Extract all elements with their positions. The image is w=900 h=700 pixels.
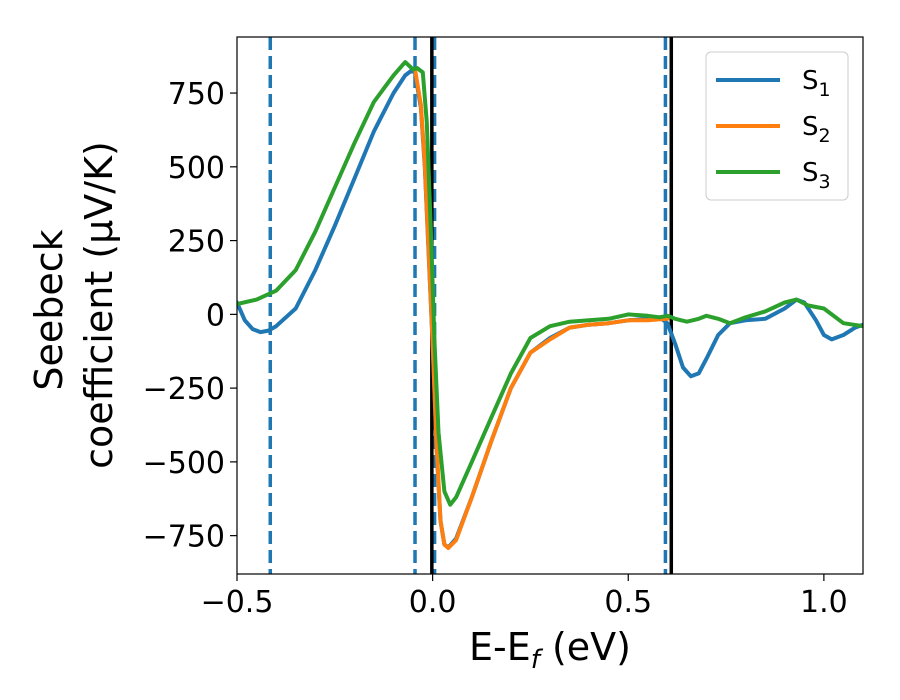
series-line-s2 (413, 67, 670, 550)
x-tick-label: 0.0 (409, 585, 457, 620)
y-tick-label: 250 (168, 225, 225, 260)
legend-label-s1: S1 (802, 66, 831, 101)
x-axis-title: E-Ef (eV) (469, 625, 631, 675)
y-axis-title-line2: coefficient (μV/K) (77, 141, 121, 469)
y-tick-label: 500 (168, 151, 225, 186)
legend-label-s2: S2 (802, 112, 831, 147)
y-axis-title-line1: Seebeck (27, 229, 71, 390)
legend-label-s3: S3 (802, 158, 831, 193)
vertical-reference-lines (268, 37, 674, 574)
x-tick-label: 1.0 (800, 585, 848, 620)
legend: S1 S2 S3 (705, 51, 849, 201)
x-axis-title-main: E-E (469, 625, 531, 669)
x-axis-title-unit: (eV) (540, 625, 631, 669)
series-line-s3 (237, 60, 863, 507)
x-tick-label: 0.5 (604, 585, 652, 620)
y-tick-label: −250 (143, 372, 225, 407)
x-axis-ticks: −0.5 0.0 0.5 1.0 (201, 574, 848, 620)
y-tick-label: 750 (168, 77, 225, 112)
plot-area (237, 37, 863, 574)
y-axis-ticks: 750 500 250 0 −250 −500 −750 (143, 77, 237, 555)
y-tick-label: 0 (206, 298, 225, 333)
y-tick-label: −500 (143, 446, 225, 481)
axes-frame (236, 36, 864, 575)
y-tick-label: −750 (143, 520, 225, 555)
x-tick-label: −0.5 (201, 585, 274, 620)
series-lines (237, 60, 863, 550)
